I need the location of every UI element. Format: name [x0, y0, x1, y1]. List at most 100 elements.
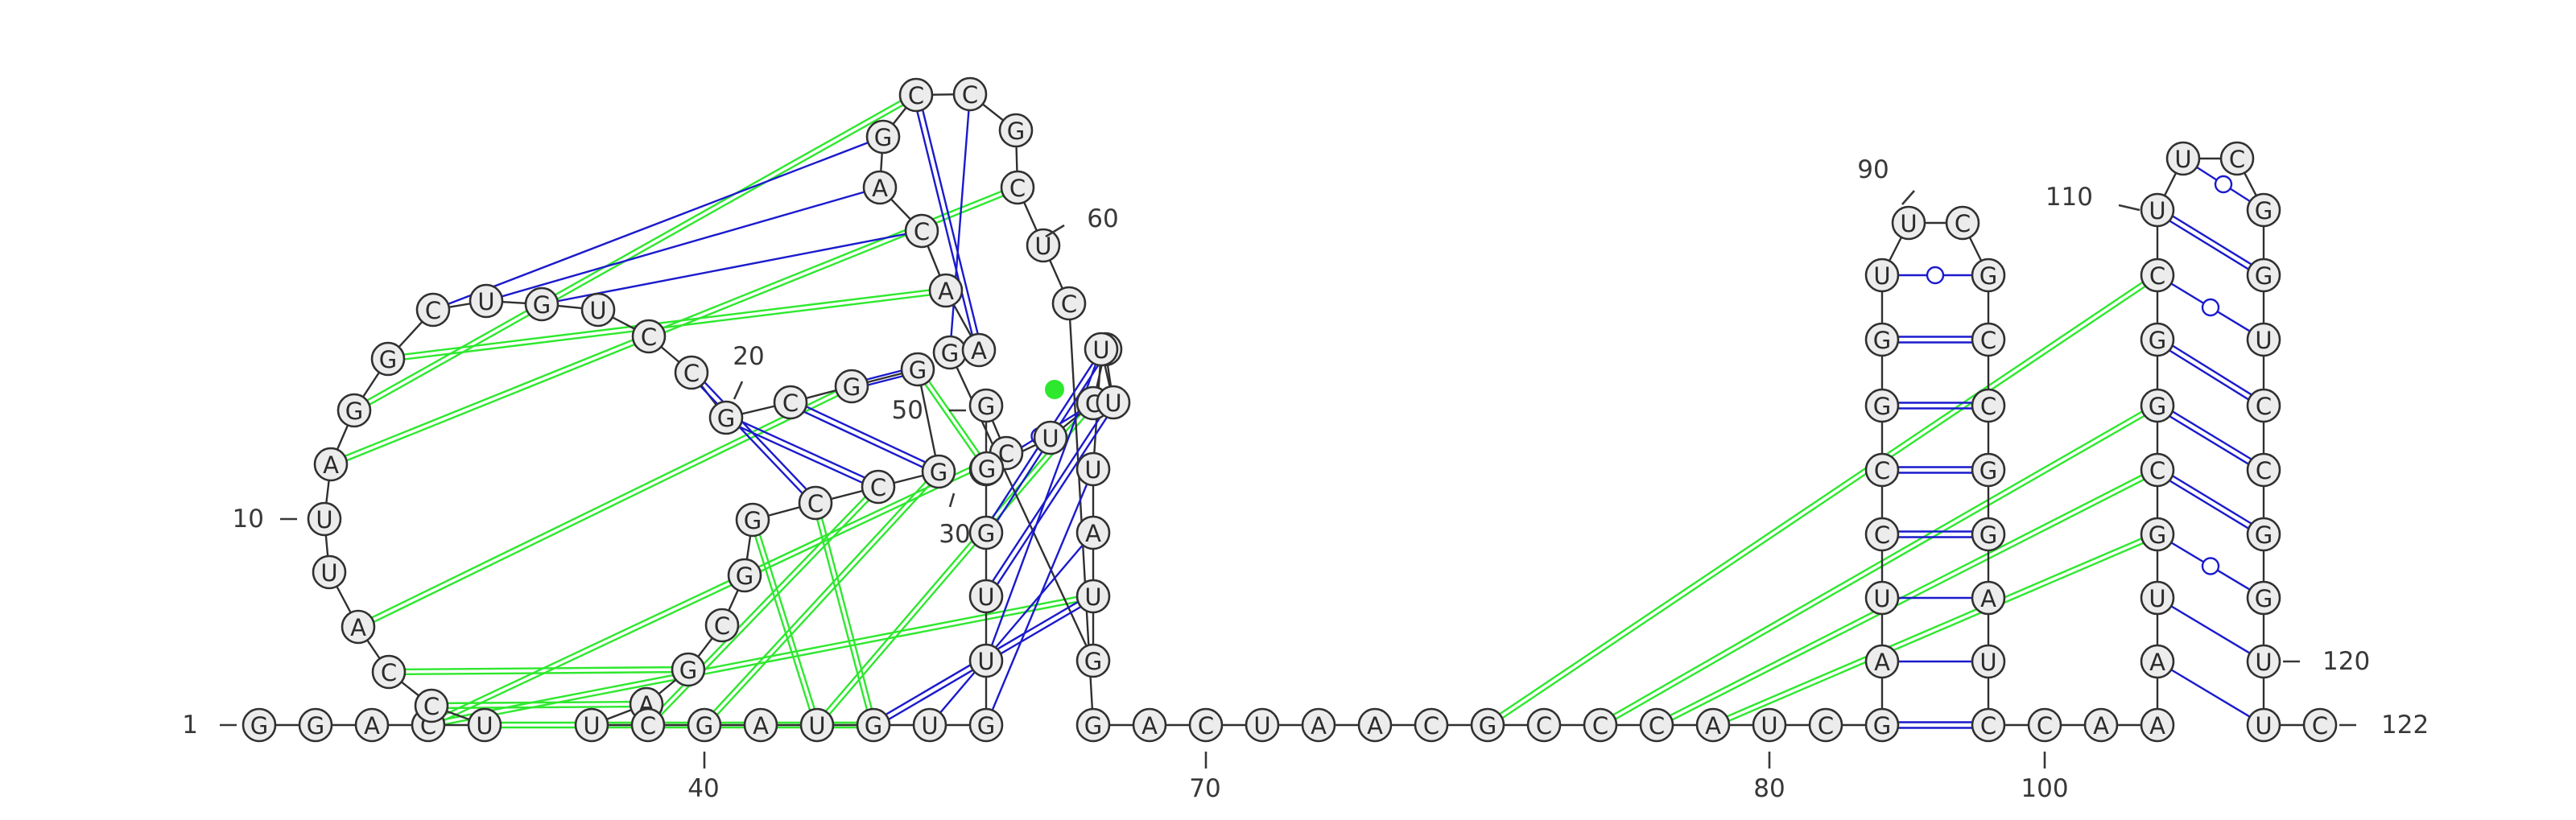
- nucleotide-103: A: [2141, 645, 2174, 678]
- nucleotide-base: A: [1874, 649, 1890, 676]
- base-pair: [2157, 661, 2264, 725]
- nucleotide-base: C: [2256, 393, 2272, 420]
- nucleotide-92: G: [1972, 259, 2004, 291]
- nucleotide-base: C: [908, 82, 924, 109]
- position-label-30: 30: [939, 493, 970, 549]
- highlight-dot: [1045, 380, 1064, 399]
- nucleotide-base: C: [381, 659, 397, 686]
- nucleotide-base: G: [1007, 117, 1025, 145]
- nucleotide-52: U: [1077, 453, 1109, 485]
- base-pair: [2157, 598, 2264, 661]
- nucleotide-23: G: [902, 353, 934, 385]
- nucleotide-87: G: [1866, 389, 1898, 422]
- nucleotide-base: U: [2149, 585, 2165, 612]
- nucleotide-base: G: [345, 398, 363, 425]
- nucleotide-base: A: [938, 278, 954, 305]
- nucleotide-62: C: [900, 79, 932, 111]
- nucleotide-57: A: [963, 334, 995, 366]
- wobble-marker: [1927, 267, 1943, 283]
- nucleotide-108: G: [2141, 323, 2174, 356]
- nucleotide-base: U: [316, 506, 332, 534]
- nucleotide-base: U: [1873, 585, 1890, 612]
- nucleotide-base: A: [1705, 712, 1721, 740]
- nucleotide-30: G: [672, 653, 704, 686]
- nucleotide-base: G: [909, 356, 927, 384]
- nucleotide-base: C: [1874, 521, 1890, 549]
- nucleotide-base: U: [1084, 583, 1101, 611]
- nucleotide-95: G: [1972, 454, 2004, 486]
- nucleotide-97: A: [1972, 582, 2004, 614]
- nucleotide-base: U: [2255, 649, 2272, 676]
- nucleotide-98: U: [1972, 645, 2004, 678]
- nucleotide-89: U: [1866, 259, 1898, 291]
- nucleotide-base: C: [641, 323, 657, 351]
- position-label-text: 122: [2381, 711, 2429, 740]
- position-label-text: 80: [1753, 774, 1785, 803]
- position-label-text: 100: [2021, 774, 2068, 803]
- position-label-40: 40: [687, 752, 719, 803]
- nucleotide-102: A: [2141, 709, 2174, 741]
- position-label-110: 110: [2046, 183, 2140, 212]
- position-label-122: 122: [2339, 711, 2429, 740]
- position-label-text: 50: [892, 396, 923, 425]
- nucleotide-63: C: [954, 78, 986, 110]
- position-label-20: 20: [733, 342, 764, 399]
- nucleotide-base: C: [1198, 712, 1214, 740]
- nucleotide-53: A: [1077, 517, 1109, 549]
- tertiary-interaction: [1486, 274, 2158, 727]
- nucleotide-base: U: [977, 648, 994, 675]
- nucleotide-34: G: [688, 709, 720, 741]
- nucleotide-base: G: [977, 393, 995, 420]
- nucleotide-96: G: [1972, 518, 2004, 550]
- nucleotide-base: G: [307, 712, 324, 740]
- nucleotide-112: C: [2221, 142, 2253, 175]
- nucleotide-67: C: [1053, 287, 1085, 319]
- nucleotide-base: G: [1873, 393, 1891, 420]
- nucleotide-base: G: [679, 657, 697, 684]
- nucleotide-82: G: [1866, 709, 1898, 741]
- nucleotide-base: U: [1253, 712, 1270, 740]
- nucleotide-base: G: [930, 459, 947, 486]
- nucleotide-33: C: [632, 709, 664, 741]
- nucleotide-56: G: [934, 336, 966, 369]
- tertiary-interaction: [1712, 532, 2158, 727]
- nucleotide-base: G: [2149, 327, 2166, 354]
- nucleotide-base: G: [2149, 521, 2166, 549]
- nucleotide-base: U: [1900, 210, 1917, 237]
- nucleotide-base: U: [476, 712, 493, 740]
- position-label-text: 1: [182, 711, 198, 740]
- nucleotide-107: G: [2141, 389, 2174, 422]
- nucleotide-79: A: [1697, 709, 1729, 741]
- tertiary-interaction: [813, 502, 876, 726]
- backbone-layer: [259, 94, 2320, 725]
- nucleotide-base: G: [744, 507, 762, 534]
- position-label-text: 70: [1189, 774, 1220, 803]
- tertiary-interaction: [1600, 403, 2159, 727]
- nucleotide-93: C: [1972, 323, 2004, 356]
- nucleotide-base: G: [1084, 712, 1102, 740]
- nucleotide-3: A: [356, 709, 388, 741]
- nucleotide-7: C: [373, 656, 405, 688]
- nucleotide-118: G: [2248, 518, 2280, 550]
- nucleotide-117: C: [2248, 454, 2280, 486]
- nucleotide-42: G: [970, 517, 1002, 549]
- nucleotide-80: U: [1753, 709, 1785, 741]
- nucleotide-111: U: [2167, 142, 2199, 175]
- nucleotide-base: C: [1423, 712, 1439, 740]
- nucleotide-base: G: [696, 712, 713, 740]
- position-label-text: 10: [233, 505, 264, 534]
- nucleotide-110: U: [2141, 194, 2174, 226]
- nucleotide-base: A: [350, 614, 366, 641]
- nucleotide-base: G: [736, 562, 753, 590]
- nucleotide-base: G: [2255, 521, 2273, 549]
- nucleotide-base: C: [807, 490, 824, 517]
- nucleotide-base: U: [921, 712, 938, 740]
- nucleotide-61: G: [867, 121, 899, 153]
- nucleotide-base: U: [1084, 456, 1101, 484]
- nucleotide-83: A: [1866, 645, 1898, 678]
- nucleotide-base: G: [941, 340, 959, 367]
- nucleotide-base: U: [808, 712, 825, 740]
- nucleotide-base: G: [1873, 712, 1891, 740]
- position-label-90: 90: [1857, 155, 1914, 204]
- nucleotide-base: G: [717, 405, 735, 432]
